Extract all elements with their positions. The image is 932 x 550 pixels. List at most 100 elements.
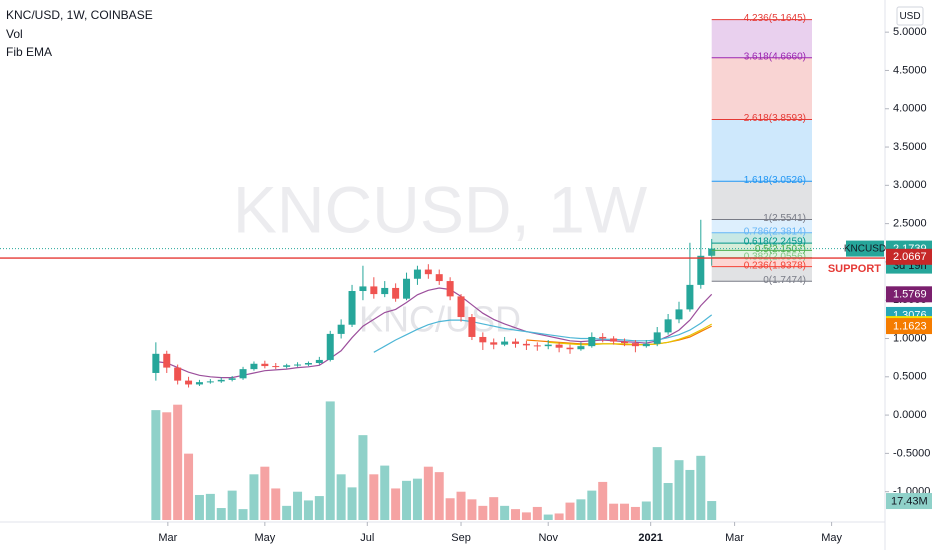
candle-body [294, 364, 302, 366]
x-tick-label: Mar [158, 532, 177, 544]
x-tick-label: 2021 [638, 532, 662, 544]
candle-body [381, 287, 389, 295]
fib-band [711, 257, 812, 267]
volume-bar [173, 404, 183, 520]
volume-bar [282, 505, 292, 520]
series-tag [846, 240, 884, 257]
candle-body [283, 365, 291, 367]
volume-bar [336, 474, 346, 520]
volume-bar [205, 493, 215, 520]
volume-bar [347, 487, 357, 520]
fib-label: 3.618(4.6660) [744, 51, 806, 62]
volume-bar [565, 502, 575, 520]
fib-label: 2.618(3.8593) [744, 113, 806, 124]
volume-bar [271, 488, 281, 520]
volume-bar [238, 509, 248, 520]
fib-band [711, 181, 812, 220]
volume-bar [260, 466, 270, 520]
volume-bar [412, 478, 422, 520]
x-tick-label: May [254, 532, 275, 544]
volume-bar [696, 455, 706, 520]
y-tick-label: 5.0000 [893, 26, 927, 38]
volume-bar [543, 514, 553, 520]
volume-bar [609, 503, 619, 520]
candle-body [566, 347, 574, 350]
fib-band [711, 243, 812, 251]
volume-bar [216, 508, 226, 520]
volume-marker [886, 493, 932, 510]
volume-bar [402, 480, 412, 520]
candle-body [348, 291, 356, 325]
candle-body [217, 379, 225, 382]
indicator-label: Vol [6, 27, 23, 41]
volume-bar [554, 513, 564, 520]
price-marker-label: 1.1623 [893, 320, 927, 332]
currency-label[interactable]: USD [899, 11, 920, 22]
candle-body [174, 367, 182, 381]
volume-bar [663, 483, 673, 520]
candle-body [610, 338, 618, 342]
volume-bar [151, 410, 161, 520]
candle-body [599, 336, 607, 339]
volume-bar [423, 466, 433, 520]
fib-label: 0.236(1.9378) [744, 260, 806, 271]
candle-body [435, 274, 443, 282]
volume-bar [489, 497, 499, 520]
volume-bar [478, 505, 488, 520]
x-tick-label: Jul [360, 532, 374, 544]
volume-bar [194, 494, 204, 520]
y-tick-label: 1.0000 [893, 332, 927, 344]
candle-body [501, 341, 509, 345]
y-tick-label: 4.0000 [893, 103, 927, 115]
candle-body [185, 380, 193, 385]
volume-marker-label: 17.43M [891, 495, 928, 507]
price-marker [886, 318, 932, 335]
candle-body [304, 363, 312, 365]
volume-bar [587, 490, 597, 520]
ema-line [548, 323, 712, 346]
series-tag-label: KNCUSD [844, 244, 886, 255]
volume-bar [249, 474, 259, 520]
candle-body [588, 336, 596, 347]
y-tick-label: 3.5000 [893, 141, 927, 153]
fib-label: 0.618(2.2459) [744, 237, 806, 248]
fib-band [711, 57, 812, 120]
x-tick-label: May [821, 532, 842, 544]
candle-body [272, 366, 280, 368]
x-tick-label: Mar [725, 532, 744, 544]
price-marker-label: 2.0667 [893, 251, 927, 263]
candle-body [512, 341, 520, 344]
candle-body [708, 248, 716, 256]
candle-body [326, 333, 334, 360]
candle-body [446, 281, 454, 297]
price-marker-label: 1.5769 [893, 289, 927, 301]
candle-body [621, 341, 629, 344]
candle-body [457, 296, 465, 318]
y-tick-label: 0.0000 [893, 409, 927, 421]
candle-body [522, 343, 530, 346]
volume-bar [532, 506, 542, 520]
volume-bar [674, 460, 684, 520]
volume-bar [184, 453, 194, 520]
ema-line [155, 287, 713, 379]
candle-body [468, 317, 476, 337]
currency-button[interactable] [896, 6, 924, 26]
candle-body [370, 286, 378, 295]
fib-label: 1.618(3.0526) [744, 175, 806, 186]
support-label: SUPPORT [828, 263, 881, 275]
volume-bar [445, 498, 455, 520]
candle-body [239, 369, 247, 379]
volume-bar [652, 447, 662, 520]
watermark: KNCUSD, 1W [233, 172, 648, 246]
candle-body [555, 344, 563, 348]
y-tick-label: 0.5000 [893, 371, 927, 383]
symbol-title: KNC/USD, 1W, COINBASE [6, 8, 153, 22]
y-tick-label: 3.0000 [893, 179, 927, 191]
candle-body [697, 255, 705, 285]
candle-body [413, 269, 421, 279]
fib-band [711, 219, 812, 233]
candle-body [195, 382, 203, 385]
candle-body [631, 343, 639, 347]
candle-body [424, 269, 432, 275]
